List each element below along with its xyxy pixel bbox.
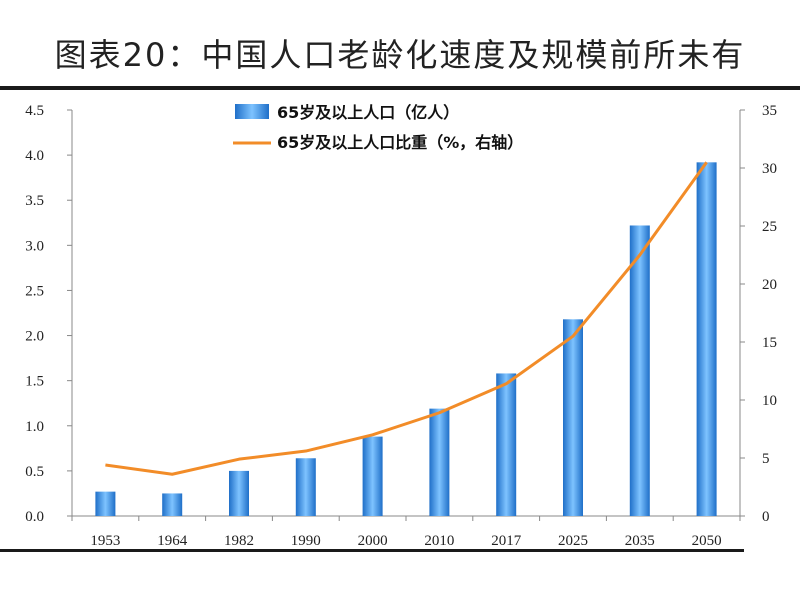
bar-2017 [496, 373, 517, 516]
y-right-tick-label: 20 [762, 277, 777, 293]
y-left-tick-label: 0.5 [25, 464, 44, 480]
y-left-tick-label: 2.0 [25, 329, 44, 345]
y-right-tick-label: 0 [762, 509, 770, 525]
x-tick-label: 2017 [491, 533, 522, 549]
x-tick-label: 1990 [291, 533, 321, 549]
x-tick-label: 2050 [692, 533, 722, 549]
y-left-tick-label: 0.0 [25, 509, 44, 525]
y-right-tick-label: 5 [762, 451, 770, 467]
x-tick-label: 1953 [90, 533, 120, 549]
y-left-tick-label: 2.5 [25, 283, 44, 299]
legend-line-label: 65岁及以上人口比重（%，右轴） [277, 133, 523, 152]
x-tick-label: 1982 [224, 533, 254, 549]
title-rule [0, 86, 800, 90]
y-left-tick-label: 3.0 [25, 238, 44, 254]
bar-2050 [696, 162, 717, 516]
bar-1953 [95, 491, 116, 516]
x-tick-label: 2035 [625, 533, 655, 549]
bar-1982 [229, 470, 249, 516]
y-left-tick-label: 4.0 [25, 148, 44, 164]
y-right-tick-label: 15 [762, 335, 777, 351]
legend-bar-swatch [235, 104, 269, 119]
bottom-rule [0, 549, 744, 552]
bar-2010 [429, 408, 450, 516]
legend: 65岁及以上人口（亿人） 65岁及以上人口比重（%，右轴） [233, 103, 523, 152]
y-left-tick-label: 3.5 [25, 193, 44, 209]
y-left-tick-label: 1.5 [25, 374, 44, 390]
y-right-tick-label: 35 [762, 103, 777, 119]
y-left-tick-label: 1.0 [25, 419, 44, 435]
line-series-ratio [105, 161, 708, 476]
x-tick-label: 2000 [358, 533, 388, 549]
bar-2035 [629, 225, 650, 517]
y-left-tick-label: 4.5 [25, 103, 44, 119]
bar-2025 [563, 319, 583, 516]
y-right-tick-label: 25 [762, 219, 777, 235]
x-tick-label: 2025 [558, 533, 588, 549]
y-right-tick-label: 30 [762, 161, 777, 177]
chart-title: 图表20：中国人口老龄化速度及规模前所未有 [54, 36, 746, 74]
bar-1964 [162, 493, 183, 516]
legend-bar-label: 65岁及以上人口（亿人） [277, 103, 459, 122]
x-tick-label: 1964 [157, 533, 188, 549]
x-tick-label: 2010 [424, 533, 454, 549]
bar-1990 [295, 458, 316, 516]
bar-2000 [362, 436, 383, 516]
y-right-tick-label: 10 [762, 393, 777, 409]
